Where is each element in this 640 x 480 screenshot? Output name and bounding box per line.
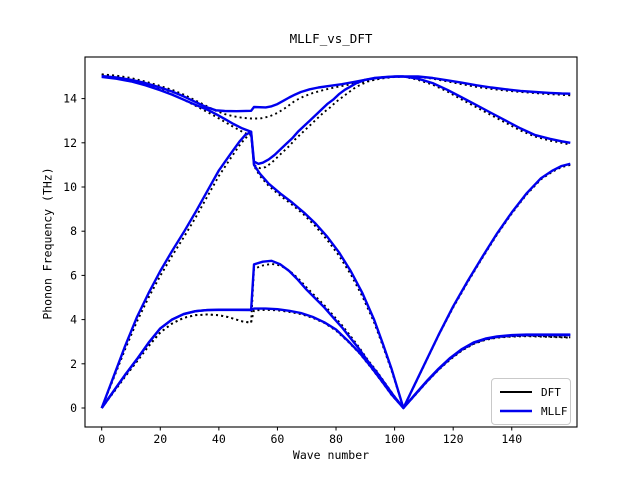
x-tick-label: 80 (329, 432, 343, 446)
y-tick-label: 0 (70, 401, 77, 415)
dft-line-sample (500, 391, 532, 393)
x-tick-label: 120 (443, 432, 464, 446)
x-tick-label: 0 (98, 432, 105, 446)
curve-dft (101, 73, 571, 120)
y-tick-label: 2 (70, 357, 77, 371)
y-tick-label: 10 (63, 180, 77, 194)
y-tick-label: 8 (70, 224, 77, 238)
legend-item-dft: DFT (499, 384, 570, 400)
x-tick-label: 60 (271, 432, 285, 446)
x-tick-label: 20 (153, 432, 167, 446)
chart-title: MLLF_vs_DFT (289, 31, 373, 46)
legend: DFT MLLF (491, 378, 571, 425)
y-tick-label: 6 (70, 268, 77, 282)
x-axis-label: Wave number (292, 448, 370, 462)
curve-mllf (101, 74, 571, 113)
x-tick-label: 100 (384, 432, 405, 446)
curve-mllf (100, 130, 571, 410)
y-tick-label: 12 (63, 136, 77, 150)
x-tick-label: 140 (501, 432, 522, 446)
y-tick-label: 4 (70, 313, 77, 327)
y-axis-label: Phonon Frequency (THz) (40, 167, 55, 320)
x-tick-label: 40 (212, 432, 226, 446)
legend-item-mllf: MLLF (499, 403, 570, 419)
legend-label-dft: DFT (541, 385, 561, 399)
y-tick-label: 14 (63, 92, 77, 106)
mllf-line-sample (500, 409, 532, 413)
legend-label-mllf: MLLF (541, 404, 568, 418)
curve-mllf (101, 75, 571, 166)
curve-mllf (100, 259, 571, 410)
